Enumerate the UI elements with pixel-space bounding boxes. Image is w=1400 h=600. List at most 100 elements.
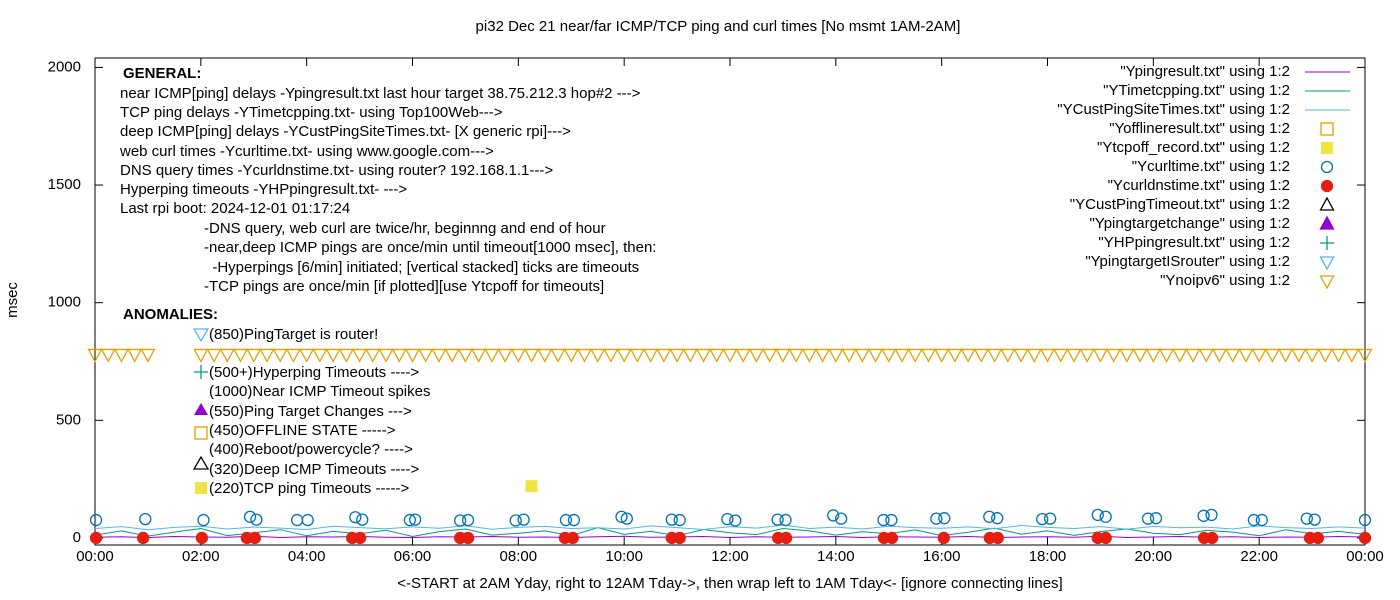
data-point: [1211, 348, 1228, 363]
data-point: [378, 348, 394, 363]
legend-swatch: [1320, 122, 1334, 136]
data-point: [1043, 512, 1057, 525]
x-axis-label: <-START at 2AM Yday, right to 12AM Tday-…: [397, 575, 1062, 592]
annotation-icon: [195, 482, 207, 494]
data-point: [603, 348, 619, 363]
data-point: [590, 348, 606, 363]
data-point: [1149, 512, 1163, 525]
legend-label: "Ycurltime.txt" using 1:2: [1132, 158, 1290, 175]
data-point: [656, 348, 672, 363]
data-point: [841, 348, 857, 363]
data-point: [779, 513, 792, 527]
annotation: (850)PingTarget is router!: [209, 326, 378, 343]
data-point: [559, 513, 573, 527]
data-point: [312, 348, 328, 363]
annotation: (220)TCP ping Timeouts ----->: [209, 480, 409, 497]
data-point: [1308, 513, 1321, 526]
x-tick-label: 10:00: [605, 548, 643, 565]
data-point: [403, 513, 417, 527]
data-point: [325, 348, 341, 363]
data-point: [246, 348, 262, 363]
data-point: [643, 348, 659, 363]
data-point: [801, 348, 817, 363]
legend-swatch: [1319, 275, 1335, 290]
data-point: [827, 509, 840, 522]
data-point: [973, 348, 989, 363]
data-point: [682, 348, 698, 363]
x-tick-label: 14:00: [817, 548, 855, 565]
legend-label: "Ycurldnstime.txt" using 1:2: [1108, 177, 1290, 194]
annotation: Last rpi boot: 2024-12-01 01:17:24: [120, 200, 350, 217]
annotation: -near,deep ICMP pings are once/min until…: [204, 239, 656, 256]
data-point: [854, 348, 870, 363]
data-point: [1092, 348, 1109, 363]
data-point: [1106, 348, 1122, 363]
data-point: [1053, 348, 1069, 363]
data-point: [567, 513, 581, 527]
data-point: [537, 348, 553, 363]
data-point: [517, 513, 530, 526]
data-point: [461, 531, 475, 545]
annotation: (500+)Hyperping Timeouts ---->: [209, 364, 419, 381]
data-point: [113, 348, 130, 363]
annotation: ANOMALIES:: [123, 306, 218, 323]
data-point: [1300, 512, 1313, 525]
data-point: [206, 348, 222, 363]
legend-swatch: [1319, 215, 1335, 230]
data-point: [1119, 348, 1135, 363]
data-point: [338, 348, 354, 363]
data-point: [1185, 348, 1201, 363]
data-point: [566, 531, 579, 545]
data-point: [1132, 348, 1148, 363]
x-tick-label: 00:00: [1346, 548, 1384, 565]
annotations: GENERAL: near ICMP[ping] delays -Ypingre…: [119, 65, 656, 497]
data-point: [947, 348, 963, 363]
data-point: [1158, 348, 1175, 363]
data-point: [497, 348, 513, 363]
y-tick-label: 1000: [48, 294, 81, 311]
legend-swatch: [1319, 196, 1335, 211]
data-point: [550, 348, 566, 363]
data-point: [1317, 348, 1333, 363]
data-point: [934, 348, 950, 363]
data-point: [391, 348, 407, 363]
data-point: [1066, 348, 1082, 363]
data-point: [1079, 348, 1095, 363]
data-point: [195, 531, 209, 545]
annotation: (400)Reboot/powercycle? ---->: [209, 441, 413, 458]
legend-swatch: [1321, 142, 1333, 154]
data-point: [365, 348, 381, 363]
data-point: [1358, 531, 1372, 545]
data-point: [453, 514, 467, 527]
data-point: [620, 512, 633, 525]
data-point: [722, 348, 738, 363]
chart-title: pi32 Dec 21 near/far ICMP/TCP ping and c…: [476, 18, 961, 35]
annotation-icon: [194, 426, 208, 440]
data-point: [87, 348, 103, 363]
data-point: [885, 531, 899, 545]
x-tick-label: 16:00: [923, 548, 961, 565]
data-point: [1357, 348, 1373, 363]
x-tick-label: 20:00: [1135, 548, 1173, 565]
data-point: [89, 513, 103, 527]
x-tick-label: 06:00: [394, 548, 432, 565]
annotation: (450)OFFLINE STATE ----->: [209, 422, 396, 439]
data-point: [983, 510, 996, 523]
annotation: GENERAL:: [123, 65, 201, 82]
legend-swatch: [1320, 160, 1334, 174]
data-point: [404, 348, 421, 363]
legend-label: "Yofflineresult.txt" using 1:2: [1109, 120, 1290, 137]
data-point: [991, 531, 1004, 545]
data-point: [139, 512, 152, 526]
data-point: [920, 348, 937, 363]
data-point: [89, 531, 103, 545]
data-point: [1013, 348, 1029, 363]
data-point: [576, 348, 593, 363]
y-tick-label: 0: [73, 529, 81, 546]
data-point: [615, 510, 628, 523]
data-point: [563, 348, 579, 363]
data-point: [408, 513, 422, 526]
data-point: [775, 348, 791, 363]
data-point: [1247, 513, 1261, 527]
data-point: [100, 348, 116, 363]
